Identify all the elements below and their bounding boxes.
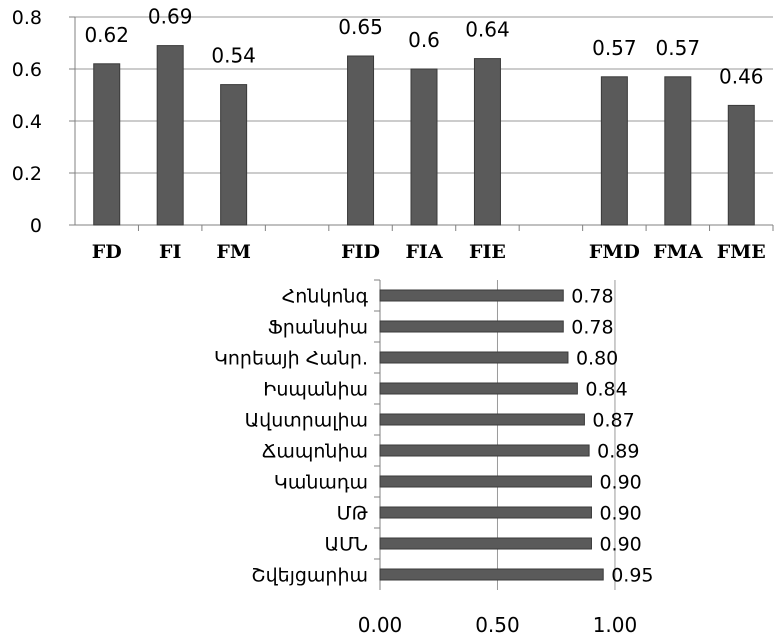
data-label: 0.84 — [585, 379, 627, 401]
data-label: 0.90 — [599, 503, 641, 525]
top-vertical-bar-chart: 0 0.2 0.4 0.6 0.8 FD 0.62 FI 0.69 FM 0.54 FID 0.65 FI… — [12, 5, 774, 263]
bar — [379, 382, 578, 395]
bar — [347, 55, 375, 226]
bar — [410, 68, 438, 226]
bar — [473, 58, 501, 226]
y-tick-label: 0.2 — [12, 163, 42, 185]
bar — [379, 506, 592, 519]
y-category-label: ԱՄՆ — [325, 534, 368, 556]
bar — [379, 320, 564, 333]
data-label: 0.90 — [599, 534, 641, 556]
y-category-label: Ճապոնիա — [262, 441, 368, 463]
y-category-label: ՄԹ — [337, 503, 368, 525]
y-category-label: Կորեայի Հանր. — [214, 348, 368, 370]
bar — [379, 537, 592, 550]
bar — [156, 45, 184, 226]
data-label: 0.78 — [571, 317, 613, 339]
x-tick-label: 0.00 — [358, 613, 403, 636]
y-category-label: Իսպանիա — [263, 379, 368, 401]
y-category-label: Հոնկոնգ — [282, 286, 369, 308]
x-category-label: FIE — [469, 241, 506, 263]
data-label: 0.90 — [599, 472, 641, 494]
x-category-label: FMD — [589, 241, 640, 263]
y-category-label: Շվեյցարիա — [251, 565, 368, 587]
bar — [379, 351, 569, 364]
y-category-label: Կանադա — [274, 472, 368, 494]
data-label: 0.57 — [592, 36, 637, 60]
data-label: 0.62 — [84, 23, 129, 47]
y-tick-label: 0 — [30, 215, 42, 237]
data-label: 0.65 — [338, 15, 383, 39]
y-category-label: Ավստրալիա — [245, 410, 368, 432]
x-category-label: FME — [717, 241, 766, 263]
bar — [600, 76, 628, 226]
data-label: 0.80 — [576, 348, 618, 370]
data-label: 0.87 — [592, 410, 634, 432]
y-tick-label: 0.6 — [12, 59, 42, 81]
x-category-label: FD — [92, 241, 122, 263]
data-label: 0.57 — [656, 36, 701, 60]
bar — [379, 289, 564, 302]
data-label: 0.89 — [597, 441, 639, 463]
bar — [93, 63, 121, 226]
bar — [379, 568, 604, 581]
data-label: 0.78 — [571, 286, 613, 308]
x-category-label: FI — [159, 241, 181, 263]
y-category-label: Ֆրանսիա — [268, 317, 368, 339]
bar — [664, 76, 692, 226]
bar — [727, 104, 755, 226]
bar — [220, 84, 248, 226]
x-category-label: FIA — [405, 241, 442, 263]
data-label: 0.64 — [465, 18, 510, 42]
data-label: 0.69 — [148, 5, 193, 29]
data-label: 0.54 — [211, 44, 256, 68]
x-category-label: FMA — [653, 241, 703, 263]
x-tick-label: 0.50 — [475, 613, 520, 636]
data-label: 0.6 — [408, 28, 440, 52]
bar — [379, 444, 590, 457]
bar — [379, 413, 585, 426]
bar — [379, 475, 592, 488]
x-category-label: FID — [341, 241, 380, 263]
data-label: 0.46 — [719, 64, 764, 88]
y-tick-label: 0.8 — [12, 7, 42, 29]
bottom-horizontal-bar-chart: 0.00 0.50 1.00 Հոնկոնգ 0.78 Ֆրանսիա 0.78 Կորեայ… — [214, 279, 654, 636]
x-category-label: FM — [216, 241, 251, 263]
y-tick-label: 0.4 — [12, 111, 42, 133]
data-label: 0.95 — [611, 565, 653, 587]
x-tick-label: 1.00 — [593, 613, 638, 636]
